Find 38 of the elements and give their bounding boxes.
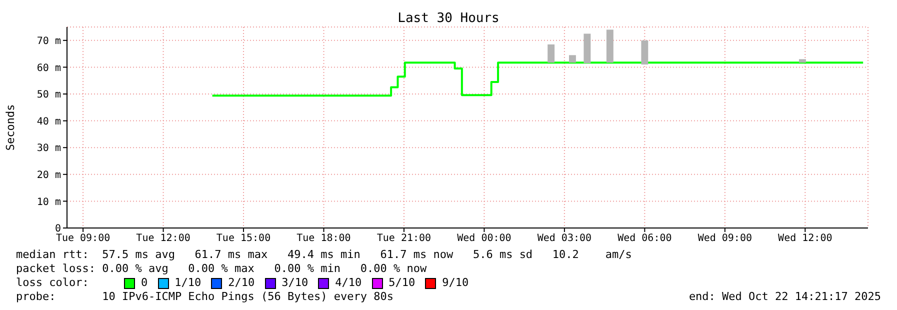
chart-title: Last 30 Hours (396, 11, 500, 26)
x-tick-label: Wed 12:00 (778, 233, 832, 244)
y-axis-title: Seconds (4, 104, 17, 151)
bar (548, 44, 555, 63)
y-tick-label: 50 m (36, 90, 61, 101)
x-tick-label: Tue 09:00 (56, 233, 110, 244)
y-tick-label: 40 m (36, 116, 61, 128)
bar (641, 40, 648, 65)
legend-label: 9/10 (441, 276, 469, 290)
text: probe: 10 IPv6-ICMP Echo Pings (56 Bytes) every 80s (16, 290, 394, 304)
bar (799, 59, 806, 63)
legend-label: 4/10 (334, 276, 362, 290)
legend-label: 2/10 (227, 276, 255, 290)
x-tick-label: Wed 03:00 (537, 233, 592, 244)
x-tick-label: Wed 09:00 (698, 233, 752, 244)
bar (606, 30, 614, 63)
y-tick-label: 10 m (36, 196, 61, 208)
x-tick-label: Tue 12:00 (136, 233, 190, 244)
y-tick-label: 60 m (36, 62, 61, 74)
text: median rtt: 57.5 ms avg 61.7 ms max 49.4 ms min 61.7 ms now 5.6 ms sd 10.2 am/s (16, 248, 632, 262)
y-tick-label: 20 m (36, 170, 61, 181)
legend-label: 1/10 (174, 276, 202, 290)
x-tick-label: Wed 06:00 (618, 233, 672, 244)
x-tick-label: Tue 15:00 (216, 233, 271, 244)
x-tick-label: Wed 00:00 (457, 233, 512, 244)
legend-title: loss color: (16, 276, 90, 290)
y-tick-label: 70 m (36, 36, 61, 47)
x-tick-label: Tue 21:00 (376, 233, 432, 244)
legend-label: 0 (140, 276, 148, 290)
legend-label: 5/10 (388, 276, 416, 290)
legend-label: 3/10 (280, 276, 308, 290)
bar (584, 34, 591, 64)
y-tick-label: 30 m (36, 143, 61, 154)
x-tick-label: Tue 18:00 (296, 233, 351, 244)
y-tick-label: 0 (54, 224, 61, 235)
text: packet loss: 0.00 % avg 0.00 % max 0.00 % min 0.00 % now (16, 262, 428, 276)
text: end: Wed Oct 22 14:21:17 2025 (688, 290, 881, 303)
bar (568, 55, 576, 63)
